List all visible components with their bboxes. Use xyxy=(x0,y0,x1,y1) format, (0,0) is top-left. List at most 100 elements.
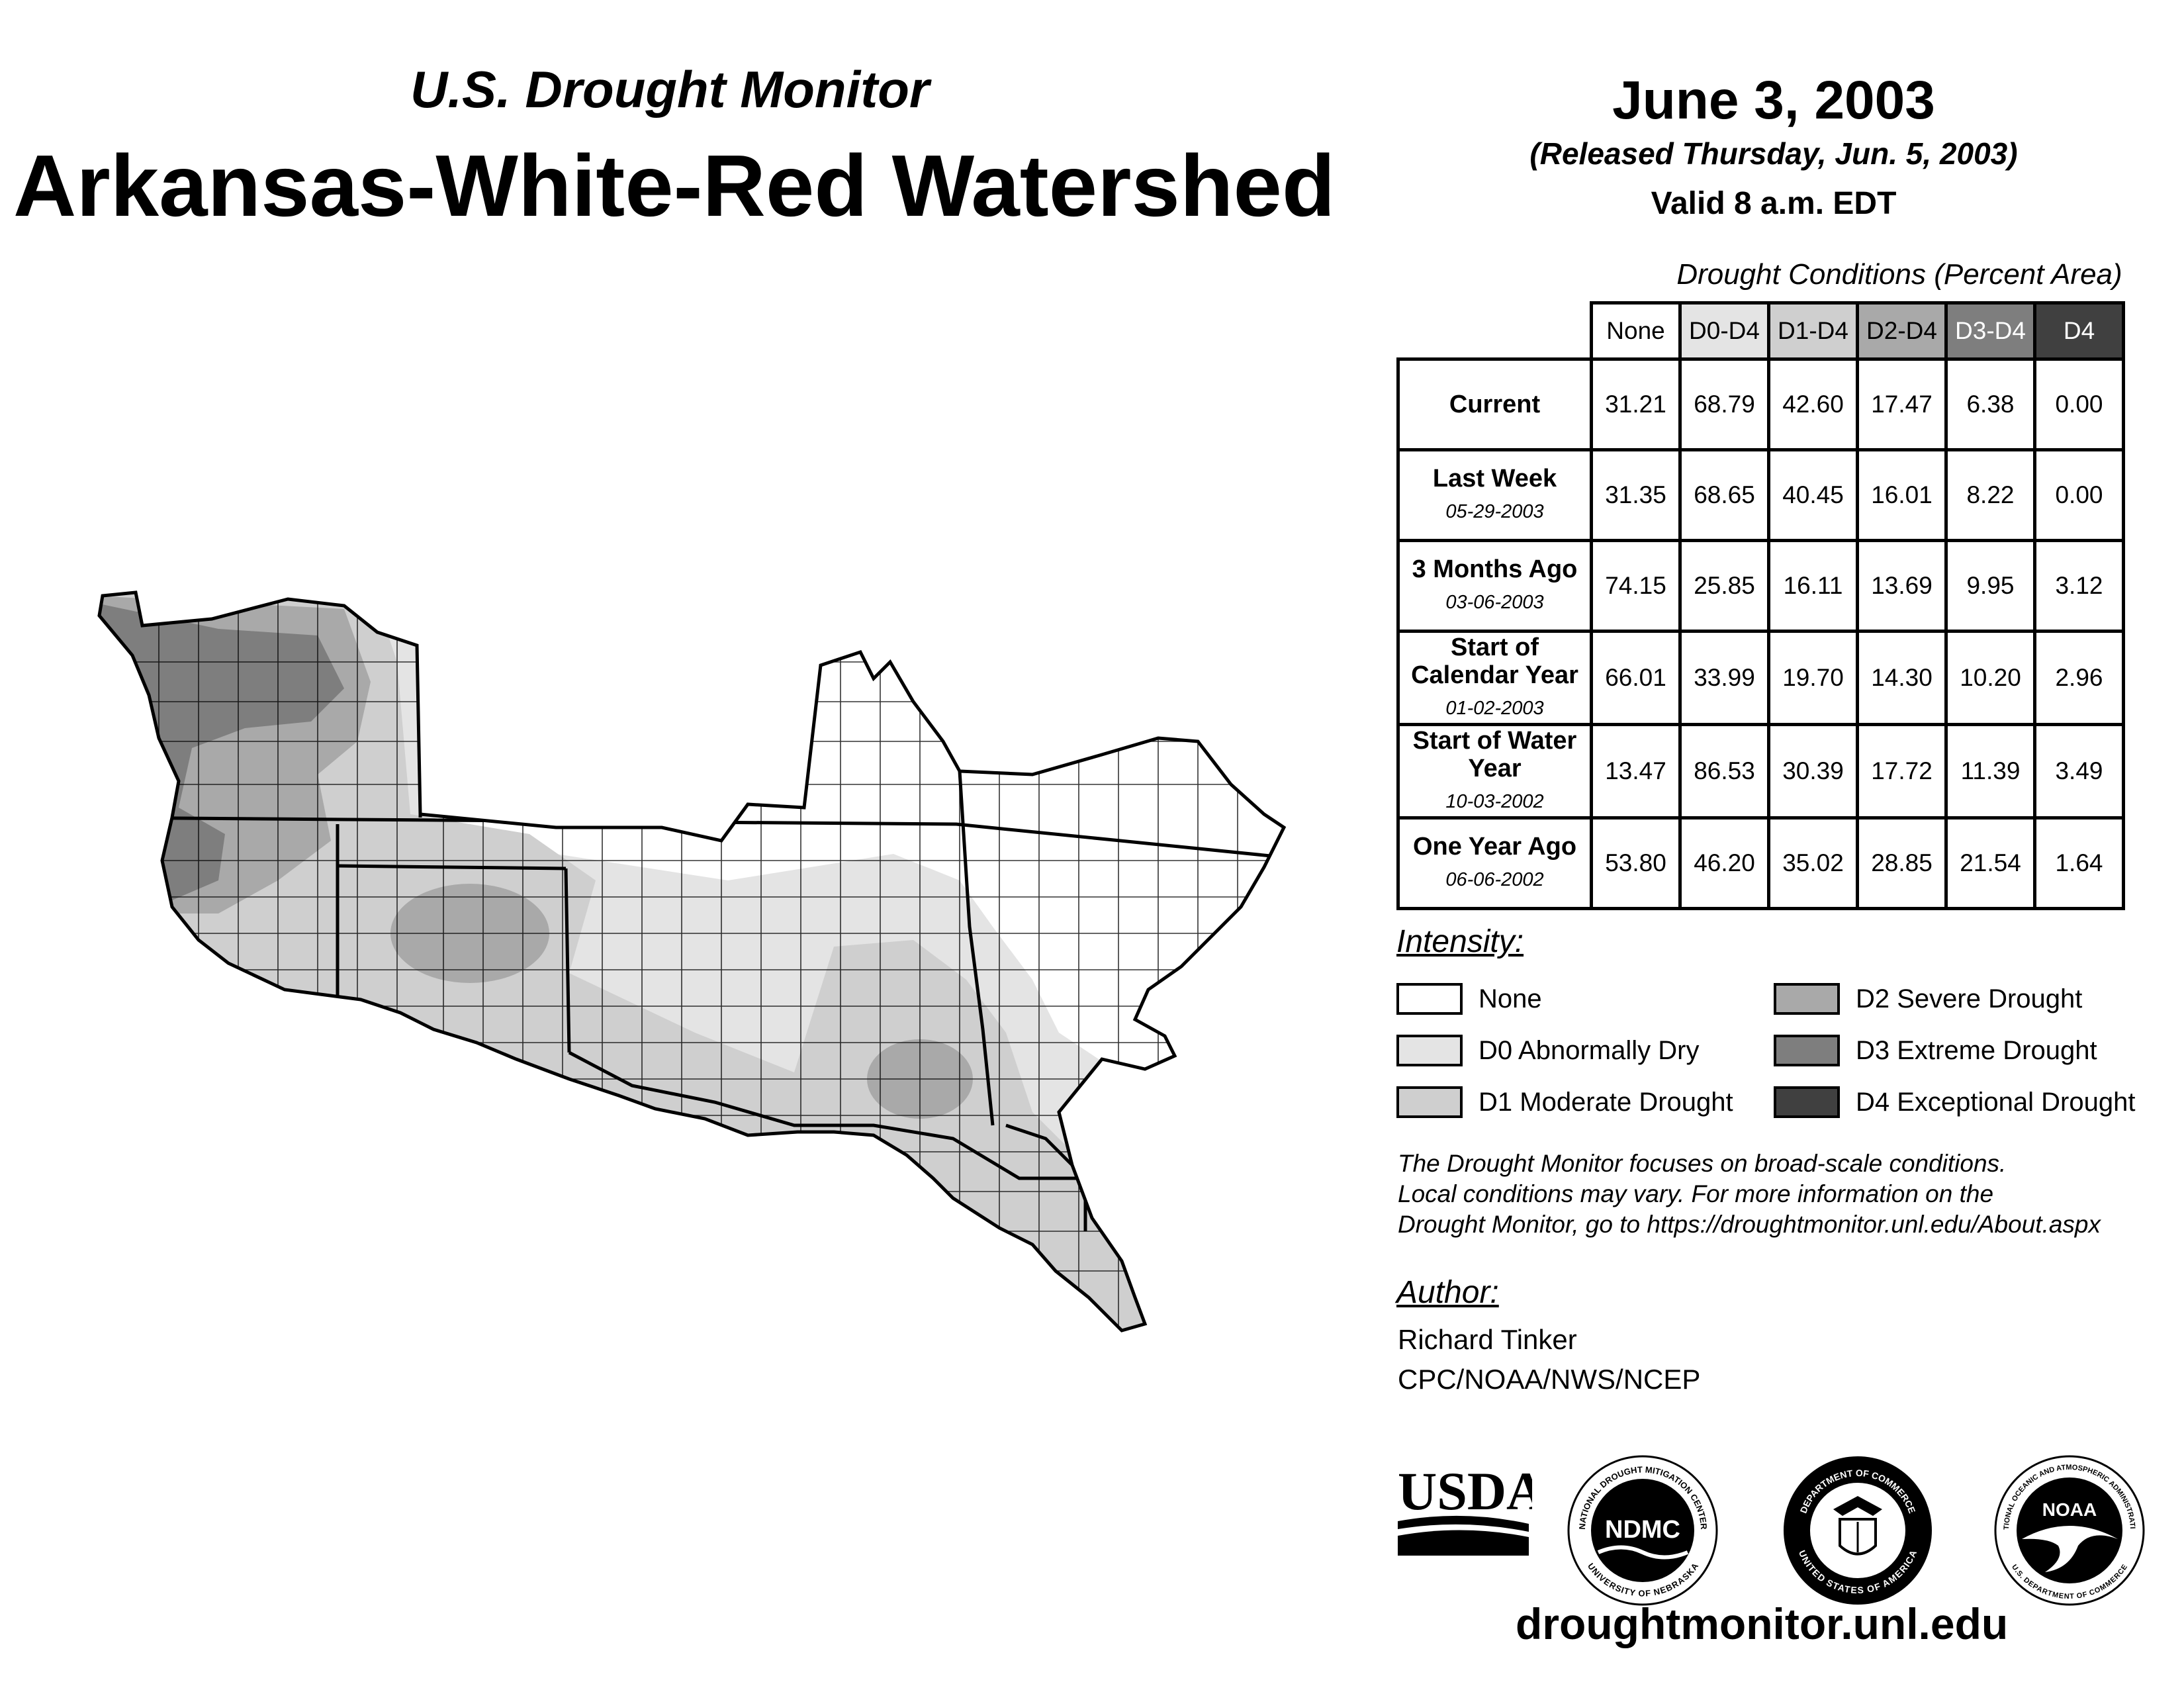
legend-swatch xyxy=(1774,1086,1840,1118)
col-header-d2-d4: D2-D4 xyxy=(1856,301,1948,361)
table-cell: 3.12 xyxy=(2033,539,2125,633)
table-cell: 3.49 xyxy=(2033,723,2125,820)
row-label-text: One Year Ago xyxy=(1412,833,1577,861)
table-cell: 0.00 xyxy=(2033,448,2125,542)
table-cell: 53.80 xyxy=(1590,816,1682,910)
legend-swatch xyxy=(1774,1035,1840,1066)
legend-item-d3: D3 Extreme Drought xyxy=(1774,1035,2097,1066)
table-cell: 86.53 xyxy=(1678,723,1770,820)
legend-item-d0: D0 Abnormally Dry xyxy=(1396,1035,1699,1066)
table-cell: 14.30 xyxy=(1856,630,1948,726)
legend-swatch xyxy=(1774,983,1840,1015)
legend-title: Intensity: xyxy=(1396,924,1524,959)
table-cell: 11.39 xyxy=(1944,723,2036,820)
table-cell: 9.95 xyxy=(1944,539,2036,633)
legend-label: D1 Moderate Drought xyxy=(1479,1087,1733,1117)
table-cell: 16.11 xyxy=(1767,539,1859,633)
note-line-3[interactable]: Drought Monitor, go to https://droughtmo… xyxy=(1398,1211,2101,1238)
row-label-date: 01-02-2003 xyxy=(1445,698,1544,719)
table-cell: 68.79 xyxy=(1678,357,1770,451)
author-org: CPC/NOAA/NWS/NCEP xyxy=(1398,1364,1701,1395)
valid-time: Valid 8 a.m. EDT xyxy=(1651,186,1897,221)
page-title: Arkansas-White-Red Watershed xyxy=(13,137,1336,234)
table-cell: 21.54 xyxy=(1944,816,2036,910)
table-cell: 17.72 xyxy=(1856,723,1948,820)
row-label-text: Current xyxy=(1449,391,1541,418)
col-header-d0-d4: D0-D4 xyxy=(1678,301,1770,361)
table-cell: 31.21 xyxy=(1590,357,1682,451)
table-cell: 13.69 xyxy=(1856,539,1948,633)
note-line-1: The Drought Monitor focuses on broad-sca… xyxy=(1398,1150,2007,1177)
table-cell: 35.02 xyxy=(1767,816,1859,910)
legend-swatch xyxy=(1396,1086,1463,1118)
map-date: June 3, 2003 xyxy=(1612,70,1935,130)
legend-label: D2 Severe Drought xyxy=(1856,984,2083,1013)
note-line-2: Local conditions may vary. For more info… xyxy=(1398,1180,1994,1207)
row-label-text: Start of Water Year xyxy=(1412,727,1577,782)
table-cell: 17.47 xyxy=(1856,357,1948,451)
header-blank-cell xyxy=(1398,303,1593,361)
row-label: Last Week 05-29-2003 xyxy=(1396,448,1593,542)
legend-label: D3 Extreme Drought xyxy=(1856,1035,2097,1065)
usda-logo: USDA xyxy=(1398,1463,1532,1556)
disclaimer-note: The Drought Monitor focuses on broad-sca… xyxy=(1398,1149,2179,1240)
table-caption: Drought Conditions (Percent Area) xyxy=(1676,258,2122,291)
legend-label: D0 Abnormally Dry xyxy=(1479,1035,1700,1065)
table-cell: 46.20 xyxy=(1678,816,1770,910)
row-label-date: 06-06-2002 xyxy=(1445,869,1544,890)
table-cell: 33.99 xyxy=(1678,630,1770,726)
row-label: One Year Ago 06-06-2002 xyxy=(1396,816,1593,910)
table-cell: 31.35 xyxy=(1590,448,1682,542)
release-date: (Released Thursday, Jun. 5, 2003) xyxy=(1529,136,2018,171)
col-header-none: None xyxy=(1590,301,1682,361)
row-label-date: 10-03-2002 xyxy=(1445,791,1544,812)
row-label: Start of Water Year 10-03-2002 xyxy=(1396,723,1593,820)
legend-swatch xyxy=(1396,1035,1463,1066)
table-row: One Year Ago 06-06-2002 53.80 46.20 35.02 28.… xyxy=(1396,816,2125,910)
author-name: Richard Tinker xyxy=(1398,1324,1577,1355)
col-header-d3-d4: D3-D4 xyxy=(1944,301,2036,361)
legend-label: D4 Exceptional Drought xyxy=(1856,1087,2136,1117)
row-label: 3 Months Ago 03-06-2003 xyxy=(1396,539,1593,633)
table-cell: 25.85 xyxy=(1678,539,1770,633)
table-cell: 16.01 xyxy=(1856,448,1948,542)
table-cell: 40.45 xyxy=(1767,448,1859,542)
row-label-date: 03-06-2003 xyxy=(1445,592,1544,613)
author-heading: Author: xyxy=(1396,1275,1499,1310)
table-cell: 68.65 xyxy=(1678,448,1770,542)
noaa-logo: NATIONAL OCEANIC AND ATMOSPHERIC ADMINIS… xyxy=(1992,1453,2145,1606)
col-header-d4: D4 xyxy=(2033,301,2125,361)
table-row: Current 31.21 68.79 42.60 17.47 6.38 0.00 xyxy=(1396,357,2125,451)
col-header-d1-d4: D1-D4 xyxy=(1767,301,1859,361)
table-cell: 0.00 xyxy=(2033,357,2125,451)
row-label: Current xyxy=(1396,357,1593,451)
row-label-text: Last Week xyxy=(1432,465,1557,492)
table-cell: 42.60 xyxy=(1767,357,1859,451)
ndmc-logo-text: NDMC xyxy=(1605,1516,1680,1544)
legend-item-d1: D1 Moderate Drought xyxy=(1396,1086,1733,1118)
table-row: 3 Months Ago 03-06-2003 74.15 25.85 16.11 13.… xyxy=(1396,539,2125,633)
legend-item-d2: D2 Severe Drought xyxy=(1774,983,2082,1015)
table-cell: 74.15 xyxy=(1590,539,1682,633)
table-row: Last Week 05-29-2003 31.35 68.65 40.45 16.01 8… xyxy=(1396,448,2125,542)
legend-item-none: None xyxy=(1396,983,1542,1015)
row-label: Start of Calendar Year 01-02-2003 xyxy=(1396,630,1593,726)
site-url[interactable]: droughtmonitor.unl.edu xyxy=(1516,1599,2009,1648)
commerce-seal-logo: DEPARTMENT OF COMMERCE UNITED STATES OF … xyxy=(1784,1456,1932,1605)
row-label-text: 3 Months Ago xyxy=(1412,555,1578,583)
table-cell: 66.01 xyxy=(1590,630,1682,726)
row-label-date: 05-29-2003 xyxy=(1445,501,1544,522)
table-cell: 2.96 xyxy=(2033,630,2125,726)
legend-item-d4: D4 Exceptional Drought xyxy=(1774,1086,2135,1118)
ndmc-logo: NATIONAL DROUGHT MITIGATION CENTER UNIVE… xyxy=(1567,1455,1718,1606)
table-row: Start of Calendar Year 01-02-2003 66.01 33.… xyxy=(1396,630,2125,726)
drought-stats-table: None D0-D4 D1-D4 D2-D4 D3-D4 D4 Current 3… xyxy=(1396,301,2125,910)
table-cell: 19.70 xyxy=(1767,630,1859,726)
table-row: Start of Water Year 10-03-2002 13.47 86.53 3… xyxy=(1396,723,2125,820)
table-cell: 28.85 xyxy=(1856,816,1948,910)
table-cell: 13.47 xyxy=(1590,723,1682,820)
legend-swatch xyxy=(1396,983,1463,1015)
noaa-logo-text: NOAA xyxy=(2042,1499,2097,1520)
table-cell: 8.22 xyxy=(1944,448,2036,542)
table-cell: 6.38 xyxy=(1944,357,2036,451)
